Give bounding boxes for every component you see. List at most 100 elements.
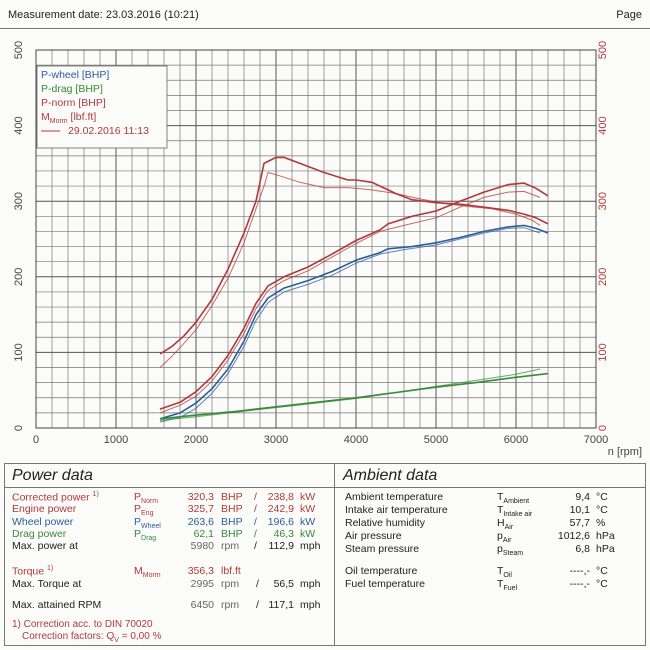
max-rpm-unit2: mph	[300, 599, 321, 611]
ambient-row-unit: °C	[596, 491, 608, 503]
max-torque-label: Max. Torque at	[12, 578, 82, 590]
y-right-tick-label: 0	[597, 425, 609, 431]
ambient-row-value: ----,-	[569, 578, 590, 590]
power-row-label: Wheel power	[12, 515, 74, 528]
ambient-row-unit: °C	[596, 565, 608, 577]
chart-ticks: 0 1000 2000 3000 4000 5000 6000 700001002003004…	[13, 41, 642, 458]
power-row-unit1: BHP	[221, 515, 243, 528]
ambient-row-value: 10,1	[569, 503, 590, 516]
power-row-separator: /	[254, 527, 257, 540]
header-divider	[0, 28, 650, 29]
ambient-row-label: Fuel temperature	[345, 578, 425, 590]
power-row-symbol: PNorm	[134, 491, 159, 506]
torque-symbol: MMorm	[134, 565, 161, 580]
power-row-unit1: BHP	[221, 503, 243, 516]
y-left-tick-label: 400	[13, 116, 25, 134]
power-row-label: Drag power	[12, 527, 67, 540]
power-row-label: Corrected power 1)	[12, 491, 99, 504]
y-right-tick-label: 200	[597, 268, 609, 286]
plot-frame	[35, 49, 597, 429]
chart-series	[159, 156, 549, 423]
ambient-row-value: 1012,6	[557, 529, 590, 542]
ambient-row-symbol: pAir	[497, 529, 512, 544]
correction-note: 1) Correction acc. to DIN 70020	[12, 619, 153, 630]
ambient-row-value: 9,4	[575, 491, 590, 503]
ambient-row-unit: hPa	[596, 542, 615, 555]
torque-value: 356,3	[187, 565, 214, 577]
power-row-separator: /	[254, 491, 257, 503]
measurement-date: Measurement date: 23.03.2016 (10:21)	[8, 9, 199, 21]
max-rpm-value1: 6450	[190, 599, 214, 611]
series-line	[159, 227, 541, 423]
power-row-unit2: kW	[300, 503, 316, 516]
legend-entry: 29.02.2016 11:13	[68, 125, 149, 137]
ambient-row-label: Intake air temperature	[345, 503, 448, 516]
panel-top-border	[4, 463, 646, 464]
y-left-tick-label: 100	[13, 343, 25, 361]
max-rpm-label: Max. attained RPM	[12, 599, 102, 611]
x-tick-label: 0	[33, 434, 39, 446]
series-line	[159, 372, 549, 420]
y-right-tick-label: 100	[597, 343, 609, 361]
ambient-row-value: ----,-	[569, 565, 590, 577]
max-rpm-value2: 117,1	[268, 599, 295, 611]
power-row-unit1: rpm	[221, 540, 240, 553]
y-right-tick-label: 400	[597, 116, 609, 134]
panel-right-border	[645, 463, 646, 646]
y-right-tick-label: 300	[597, 192, 609, 210]
x-axis-label: n [rpm]	[608, 446, 642, 458]
series-line	[159, 368, 541, 421]
power-row-value2: 196,6	[267, 515, 294, 528]
y-left-tick-label: 300	[13, 192, 25, 210]
legend-entry: P-drag [BHP]	[41, 83, 103, 95]
x-tick-label: 5000	[424, 434, 448, 446]
power-row-unit2: mph	[300, 540, 321, 553]
power-row-unit1: BHP	[221, 527, 243, 540]
panel-left-border	[4, 463, 5, 646]
power-row-value1: 325,7	[187, 503, 214, 516]
ambient-data-title: Ambient data	[343, 467, 438, 484]
chart-legend: P-wheel [BHP] P-drag [BHP] P-norm [BHP] MMo…	[36, 65, 168, 149]
power-row-unit2: kW	[300, 515, 316, 528]
legend-entry: MMorm [lbf.ft]	[41, 111, 96, 125]
correction-factors: Correction factors: QV = 0,00 %	[22, 631, 162, 644]
power-title-underline	[4, 487, 334, 488]
page-label: Page	[616, 9, 642, 21]
max-rpm-unit1: rpm	[221, 599, 240, 611]
ambient-title-underline	[335, 487, 645, 488]
ambient-row-label: Relative humidity	[345, 516, 425, 529]
ambient-row-value: 6,8	[575, 542, 590, 555]
y-right-tick-label: 500	[597, 41, 609, 59]
power-row-label: Max. power at	[12, 540, 78, 553]
power-row-symbol: PDrag	[134, 527, 157, 542]
power-row-symbol: PEng	[134, 503, 154, 518]
x-tick-label: 7000	[584, 434, 608, 446]
legend-box	[36, 65, 168, 149]
ambient-row-unit: %	[596, 516, 606, 529]
power-row-value1: 5980	[190, 540, 214, 553]
torque-label: Torque 1)	[12, 565, 54, 578]
power-row-value1: 62,1	[193, 527, 214, 540]
power-row-separator: /	[254, 540, 257, 553]
power-row-separator: /	[254, 503, 257, 516]
panel-bottom-border	[4, 645, 646, 646]
power-row-unit1: BHP	[221, 491, 243, 503]
ambient-row-symbol: TFuel	[497, 578, 518, 593]
dyno-chart: 0 1000 2000 3000 4000 5000 6000 700001002003004…	[13, 41, 642, 458]
legend-entry: P-norm [BHP]	[41, 97, 106, 109]
ambient-row-label: Ambient temperature	[345, 491, 444, 503]
power-row-symbol: PWheel	[134, 515, 161, 530]
power-data-title: Power data	[12, 467, 93, 484]
ambient-row-symbol: TIntake air	[497, 503, 533, 518]
series-line	[159, 156, 549, 355]
ambient-row-label: Air pressure	[345, 529, 402, 542]
ambient-row-label: Oil temperature	[345, 565, 418, 577]
torque-unit: lbf.ft	[221, 565, 241, 577]
x-tick-label: 6000	[504, 434, 528, 446]
power-row-value2: 238,8	[267, 491, 294, 503]
power-row-value2: 112,9	[268, 540, 295, 553]
ambient-row-value: 57,7	[569, 516, 590, 529]
ambient-row-symbol: TOil	[497, 565, 512, 580]
series-line	[159, 172, 541, 368]
power-row-value1: 320,3	[187, 491, 214, 503]
